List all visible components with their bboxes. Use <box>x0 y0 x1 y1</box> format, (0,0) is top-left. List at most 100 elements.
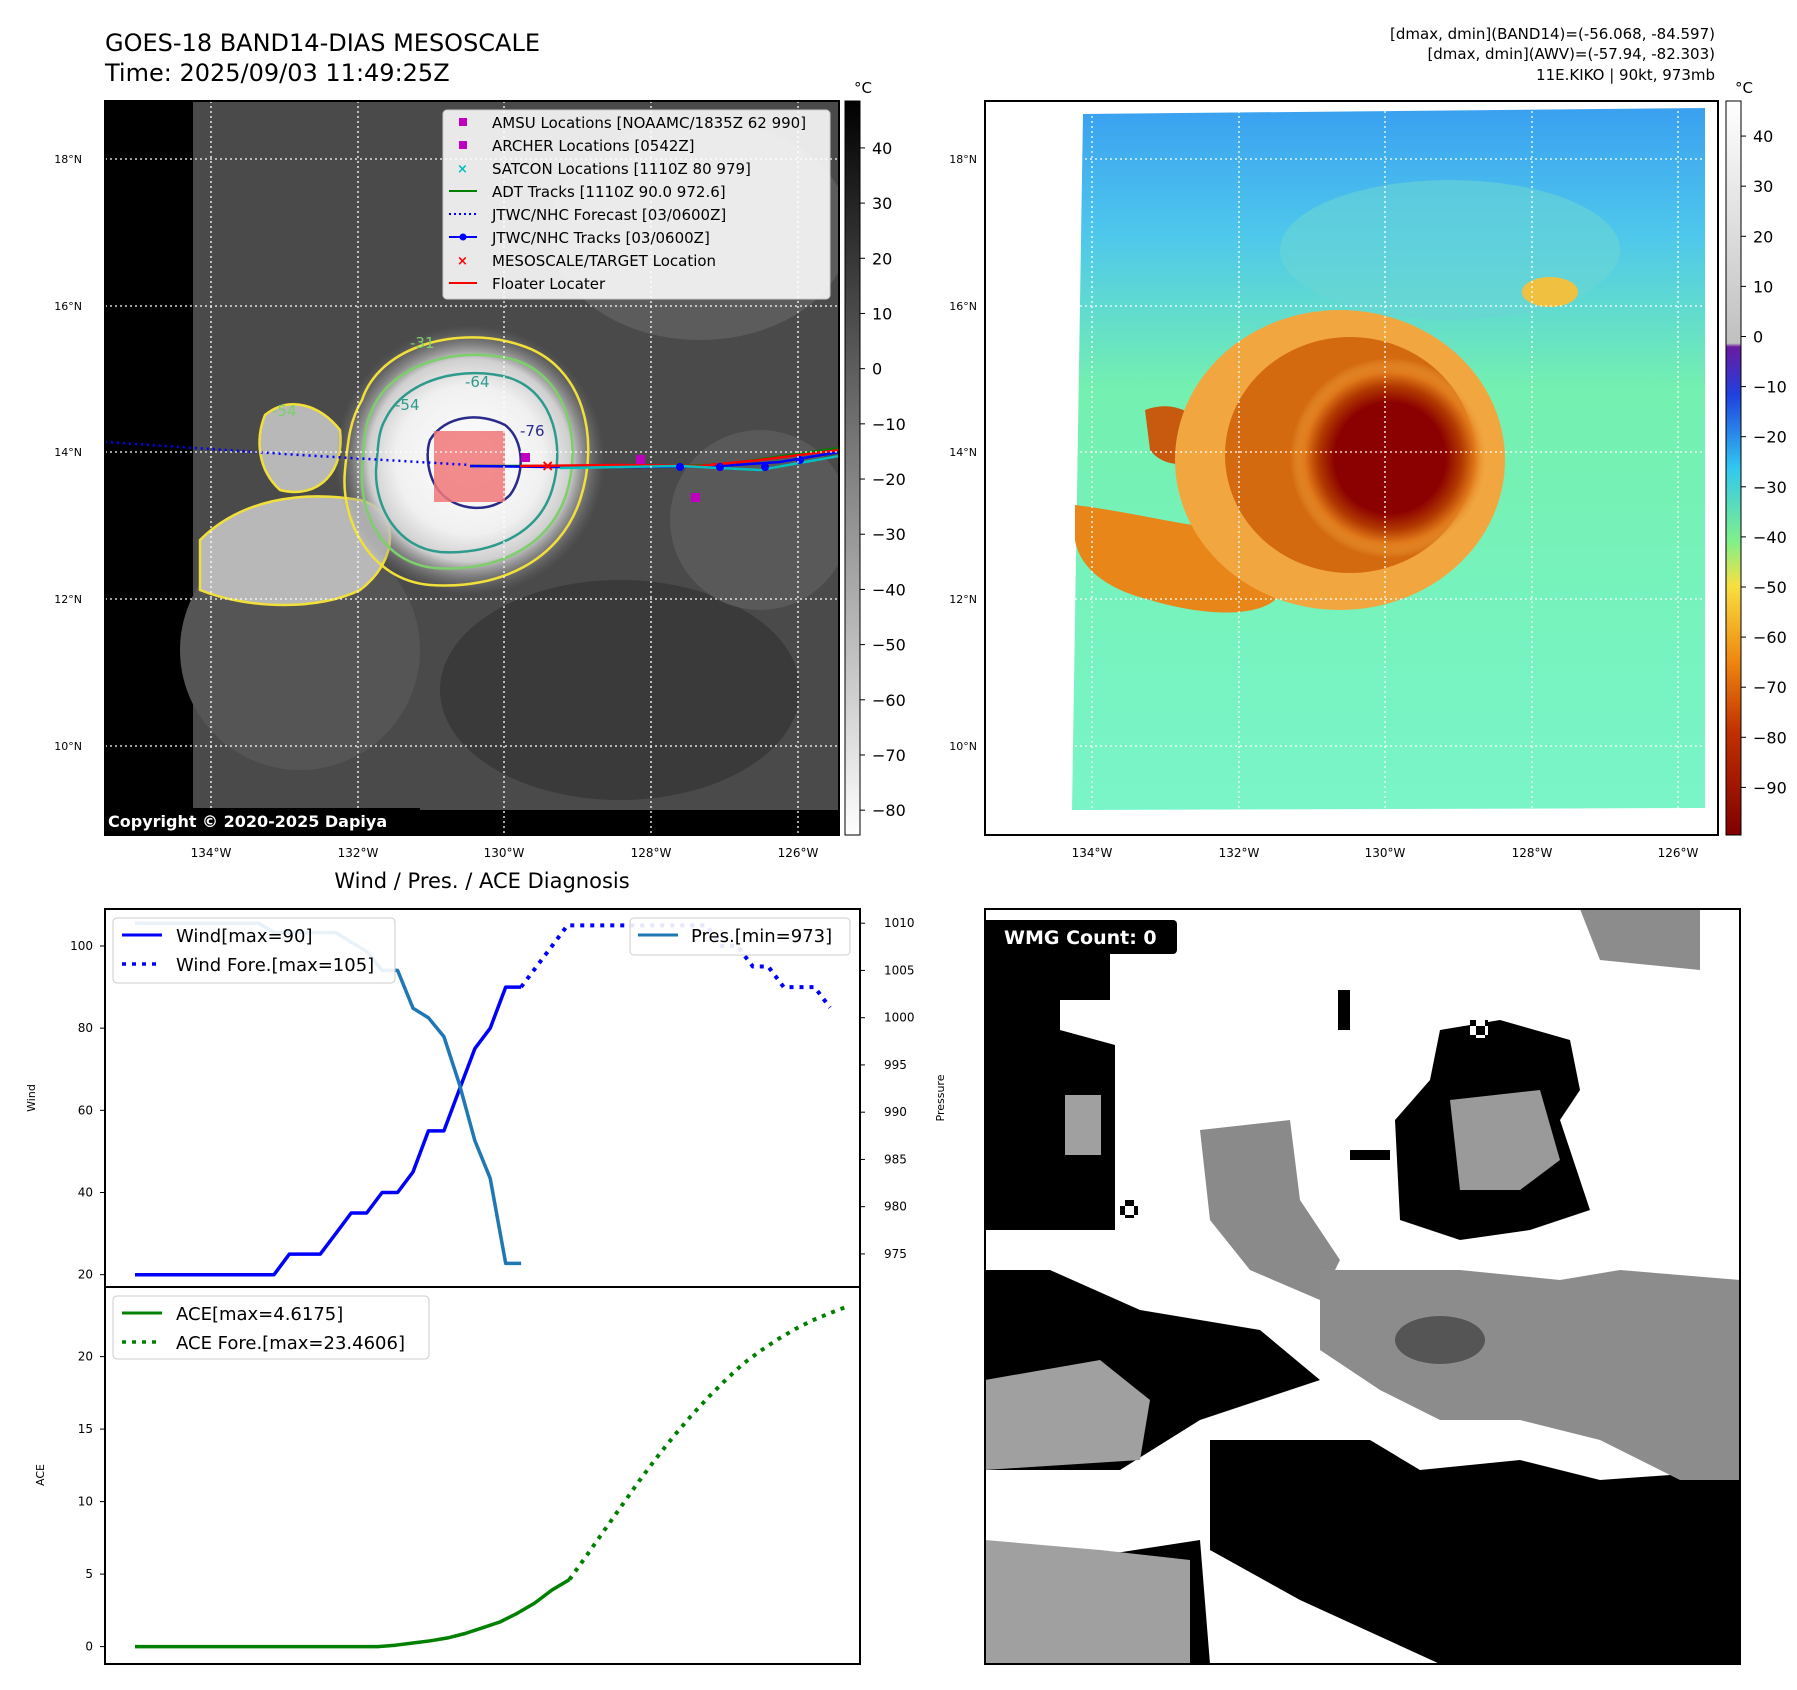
wmg-pixel-cluster <box>1350 1150 1390 1160</box>
cloud-region <box>440 580 800 800</box>
lon-label: 134°W <box>1072 846 1113 860</box>
track-point <box>761 463 769 471</box>
wmg-pixel-cluster <box>1338 990 1350 1030</box>
wmg-region-black <box>1210 1440 1740 1664</box>
figure-time: Time: 2025/09/03 11:49:25Z <box>104 59 450 87</box>
legend-label: ACE Fore.[max=23.4606] <box>176 1333 405 1354</box>
lat-label: 16°N <box>54 300 82 313</box>
colorbar-tick-label: 40 <box>872 139 892 158</box>
lat-label: 12°N <box>949 593 977 606</box>
contour-yellow <box>343 336 590 587</box>
colorbar-tick-label: −80 <box>1753 728 1787 747</box>
lon-label: 130°W <box>484 846 525 860</box>
wmg-panel <box>985 909 1740 1664</box>
colorbar-tick-label: −50 <box>872 636 906 655</box>
ir-color-map <box>985 101 1718 835</box>
colorbar-tick-label: −70 <box>1753 678 1787 697</box>
legend-marker: × <box>457 254 468 269</box>
colorbar-unit: °C <box>854 79 872 97</box>
legend-label: JTWC/NHC Forecast [03/0600Z] <box>491 206 726 224</box>
series-ace-fore- <box>567 1304 849 1581</box>
y-tick-label: 10 <box>78 1495 93 1509</box>
copyright: Copyright © 2020-2025 Dapiya <box>108 812 387 831</box>
y-tick-label: 15 <box>78 1422 93 1436</box>
colorbar-tick-label: −30 <box>1753 478 1787 497</box>
lon-label: 126°W <box>778 846 819 860</box>
legend-label: SATCON Locations [1110Z 80 979] <box>492 160 751 178</box>
archer-marker <box>636 455 645 464</box>
cloud-region <box>670 430 839 610</box>
rain-band <box>258 403 342 494</box>
colorbar-tick-label: 40 <box>1753 127 1773 146</box>
legend-marker <box>459 118 467 126</box>
colorbar-tick-label: −70 <box>872 746 906 765</box>
series-wind-fore- <box>519 923 832 1009</box>
amsu-marker <box>521 453 530 462</box>
colorbar-unit: °C <box>1735 79 1753 97</box>
lat-label: 18°N <box>54 153 82 166</box>
contour-label: -31 <box>410 334 435 352</box>
wmg-region-gray <box>985 1540 1190 1664</box>
wmg-region-gray <box>1450 1090 1560 1190</box>
lon-label: 134°W <box>191 846 232 860</box>
y2-tick-label: 985 <box>884 1152 907 1166</box>
wmg-pixel-cluster <box>1120 1200 1138 1218</box>
contour-teal <box>374 371 559 554</box>
legend-label: Wind Fore.[max=105] <box>176 955 374 976</box>
contour-green <box>360 353 574 570</box>
legend-label: Pres.[min=973] <box>691 926 832 947</box>
y2-tick-label: 995 <box>884 1058 907 1072</box>
legend-box <box>442 109 831 300</box>
series-wind <box>135 985 522 1277</box>
lon-label: 128°W <box>1512 846 1553 860</box>
wmg-region-gray <box>1065 1095 1101 1155</box>
lon-label: 126°W <box>1658 846 1699 860</box>
lon-label: 132°W <box>1219 846 1260 860</box>
track-point <box>716 463 724 471</box>
legend-label: ARCHER Locations [0542Z] <box>492 137 695 155</box>
colorbar-tick-label: 10 <box>872 304 892 323</box>
y-tick-label: 60 <box>78 1103 93 1117</box>
legend-marker <box>459 233 467 241</box>
wmg-pixel-cluster <box>1470 1020 1488 1038</box>
colorbar-tick-label: 10 <box>1753 277 1773 296</box>
lat-label: 12°N <box>54 593 82 606</box>
legend-label: ACE[max=4.6175] <box>176 1304 343 1325</box>
wind-ylabel: Wind <box>25 1084 38 1112</box>
wmg-region-black <box>985 920 1115 1230</box>
legend-label: AMSU Locations [NOAAMC/1835Z 62 990] <box>492 114 806 132</box>
wind-legend: Wind[max=90] Wind Fore.[max=105] <box>112 917 396 984</box>
info-storm: 11E.KIKO | 90kt, 973mb <box>1536 66 1715 84</box>
lon-label: 130°W <box>1365 846 1406 860</box>
wmg-region-dark <box>1395 1316 1485 1364</box>
legend-box <box>112 917 396 984</box>
legend-box <box>629 917 851 956</box>
y-tick-label: 20 <box>78 1350 93 1364</box>
colorbar-tick-label: −90 <box>1753 778 1787 797</box>
map1-frame <box>104 100 840 836</box>
colorbar-tick-label: 0 <box>1753 327 1763 346</box>
figure-title: GOES-18 BAND14-DIAS MESOSCALE <box>105 29 540 57</box>
info-awv: [dmax, dmin](AWV)=(-57.94, -82.303) <box>1427 45 1715 63</box>
wmg-count-box <box>995 920 1177 954</box>
lat-label: 10°N <box>949 740 977 753</box>
wmg-region-gray <box>1580 909 1700 970</box>
contour-label: -54 <box>272 402 297 420</box>
colorbar-tick-label: −60 <box>872 691 906 710</box>
lat-label: 14°N <box>54 446 82 459</box>
archer-marker <box>691 493 700 502</box>
copyright-box <box>105 808 420 835</box>
wmg-region-gray <box>1200 1120 1340 1300</box>
legend-marker <box>459 141 467 149</box>
series-ace <box>135 1578 571 1649</box>
colorbar-gray: °C 40 30 20 10 0 −10 −20 −30 −40 −50 −60 −70 −80 <box>844 79 906 836</box>
legend-box <box>112 1295 430 1360</box>
y-tick-label: 80 <box>78 1021 93 1035</box>
y-tick-label: 20 <box>78 1268 93 1282</box>
y-tick-label: 100 <box>70 939 93 953</box>
lat-label: 16°N <box>949 300 977 313</box>
diagnosis-title: Wind / Pres. / ACE Diagnosis <box>334 869 629 893</box>
wmg-region-gray <box>985 1360 1150 1470</box>
colorbar-tick-label: −40 <box>872 580 906 599</box>
